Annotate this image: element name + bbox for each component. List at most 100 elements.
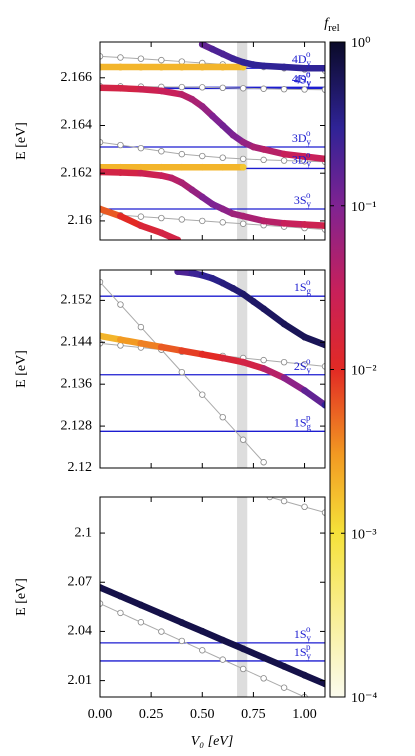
level-sub: y [307, 58, 312, 68]
curve-segment [304, 506, 325, 514]
colorbar-tick-label: 10⁻² [351, 364, 377, 379]
data-point [321, 155, 325, 163]
level-label: 1Sgp [294, 412, 312, 431]
colorbar-tick-label: 10⁻⁴ [351, 691, 377, 706]
curve-segment [242, 439, 265, 463]
level-label: 1Syo [294, 624, 312, 643]
x-axis-label: V₀ [eV] [191, 734, 234, 749]
data-point [301, 503, 308, 511]
x-tick-label: 1.00 [292, 707, 317, 722]
data-point [137, 601, 145, 609]
curve-segment [160, 631, 183, 642]
data-point [321, 680, 325, 688]
data-point [178, 83, 186, 91]
level-label: 1Syp [294, 642, 312, 661]
data-point [280, 358, 288, 366]
panel-frame [99, 496, 326, 698]
curve-segment [160, 59, 183, 63]
curve-segment [158, 87, 186, 98]
curve-segment [100, 281, 121, 306]
data-point [239, 220, 247, 227]
data-point [117, 163, 124, 171]
data-point [219, 219, 226, 226]
curve-segment [280, 374, 308, 394]
data-point [219, 84, 226, 92]
level-name: 1S [294, 627, 307, 641]
data-point [100, 584, 104, 591]
data-point [100, 84, 104, 92]
panel [100, 270, 325, 468]
level-sub: y [307, 651, 312, 661]
data-point [209, 274, 216, 282]
curve-segment [280, 220, 308, 228]
data-point [301, 153, 308, 160]
data-point [301, 361, 308, 368]
curve-segment [199, 351, 226, 362]
level-sub: y [307, 633, 312, 643]
curve-segment [137, 169, 165, 179]
curve-segment [263, 224, 285, 228]
x-tick-label: 0.00 [88, 707, 113, 722]
data-point [178, 58, 186, 65]
data-point [188, 270, 196, 277]
y-tick-label: 2.01 [68, 673, 93, 688]
level-sub: g [307, 286, 312, 296]
data-point [178, 347, 186, 355]
curve-segment [181, 218, 203, 222]
data-point [100, 53, 104, 60]
y-tick-label: 2.16 [68, 213, 93, 228]
data-point [137, 63, 145, 71]
data-point [321, 222, 325, 230]
y-axis-label: E [eV] [14, 122, 29, 160]
curve-segment [283, 687, 306, 697]
data-point [280, 497, 288, 505]
data-point [158, 628, 165, 635]
curve-segment [100, 141, 121, 146]
data-point [199, 647, 206, 654]
panel [100, 497, 325, 697]
curve-segment [242, 357, 265, 361]
level-sub: y [307, 77, 312, 87]
data-point [137, 85, 145, 93]
data-point [219, 205, 227, 213]
curve-segment [117, 212, 145, 229]
data-point [178, 163, 186, 171]
panel-frame [99, 269, 326, 469]
data-point [117, 84, 124, 92]
data-point [157, 610, 165, 618]
x-tick-label: 0.25 [139, 707, 164, 722]
data-point [301, 86, 308, 93]
curve-segment [201, 394, 224, 418]
data-point [174, 236, 182, 240]
data-point [260, 62, 268, 70]
data-point [321, 64, 325, 72]
data-point [239, 212, 247, 220]
data-point [239, 163, 247, 171]
data-point [158, 148, 165, 155]
data-point [157, 229, 165, 237]
data-point [100, 168, 104, 176]
data-point [260, 217, 268, 225]
panel [100, 42, 325, 240]
data-point [178, 179, 186, 187]
data-point [137, 339, 145, 347]
curve-segment [100, 205, 124, 220]
data-point [117, 141, 124, 149]
curve-segment [181, 371, 203, 396]
data-point [239, 290, 247, 298]
level-sup: p [306, 412, 311, 422]
x-tick-label: 0.75 [241, 707, 266, 722]
data-point [199, 152, 206, 160]
data-point [219, 636, 227, 644]
data-point [239, 436, 247, 443]
data-point [198, 163, 206, 171]
curve-segment [222, 659, 244, 670]
curve-segment [263, 159, 285, 162]
curve-segment [140, 621, 162, 633]
curve-segment [117, 169, 145, 177]
data-point [188, 95, 196, 103]
level-sup: p [306, 642, 311, 652]
curve-segment [260, 146, 288, 158]
level-name: 1S [294, 280, 307, 294]
y-axis-label: E [eV] [14, 350, 29, 388]
